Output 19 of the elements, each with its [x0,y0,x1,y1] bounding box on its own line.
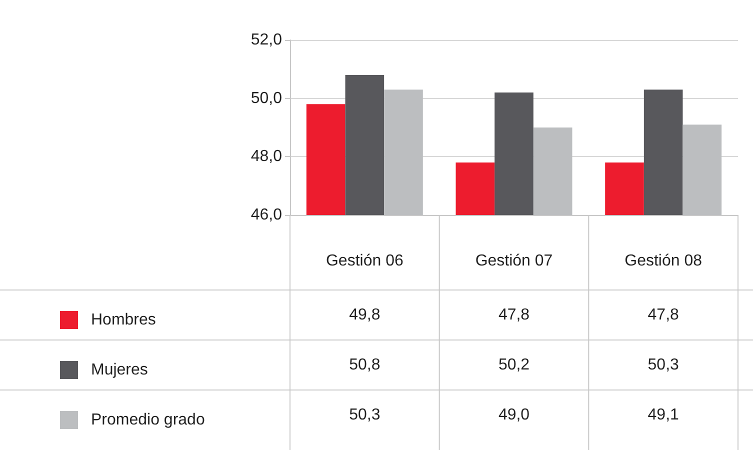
x-tick-label: Gestión 06 [326,252,404,270]
data-label: 49,8 [349,306,380,324]
data-label: 49,1 [648,406,680,424]
data-label: 49,0 [498,406,530,424]
data-label: 50,3 [349,406,380,424]
data-label: 50,2 [498,356,530,374]
y-tick-label: 50,0 [250,90,282,107]
x-tick-label: Gestión 08 [624,252,702,270]
data-label: 47,8 [498,306,530,324]
x-tick-label: Gestión 07 [475,252,553,270]
legend-label: Mujeres [91,362,148,378]
y-tick-label: 52,0 [250,32,282,48]
data-label: 47,8 [648,306,680,324]
data-label: 50,3 [648,356,680,374]
legend-label: Hombres [91,312,156,328]
y-tick-label: 46,0 [250,206,282,224]
y-tick-label: 48,0 [250,148,282,166]
data-label: 50,8 [349,356,380,374]
legend-label: Promedio grado [91,412,205,428]
